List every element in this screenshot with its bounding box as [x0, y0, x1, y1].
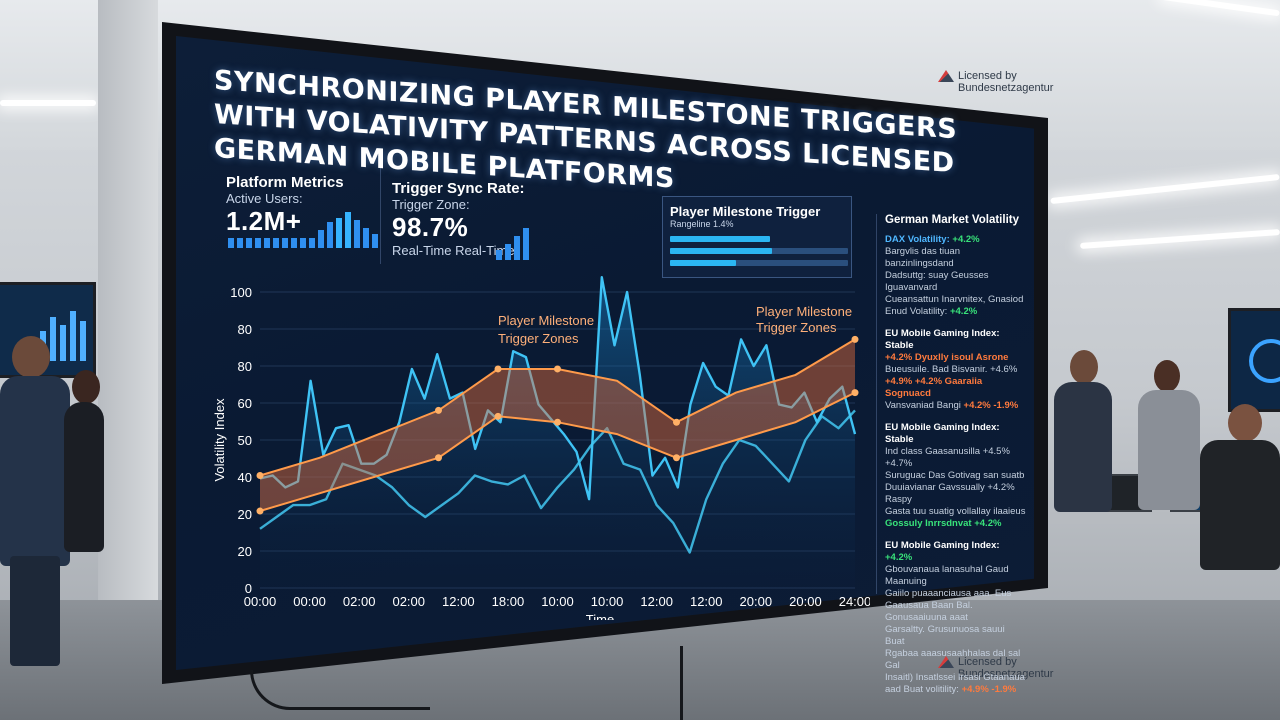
volatility-block: EU Mobile Gaming Index: Stable +4.2% Dyu… [885, 328, 1019, 411]
y-tick-label: 20 [238, 507, 252, 522]
x-tick-label: 00:00 [293, 594, 326, 609]
platform-metrics-title: Platform Metrics [226, 174, 344, 191]
y-tick-label: 80 [238, 322, 252, 337]
x-tick-label: 18:00 [492, 594, 525, 609]
x-tick-label: 02:00 [392, 594, 425, 609]
x-tick-label: 10:00 [591, 594, 624, 609]
volatility-block: DAX Volatility: +4.2% Bargvlis das tiuan… [885, 234, 1024, 317]
trigger-point [673, 454, 680, 462]
x-tick-label: 02:00 [343, 594, 376, 609]
milestone-bar-track [670, 260, 848, 266]
x-tick-label: 10:00 [541, 594, 574, 609]
cable [680, 646, 683, 720]
milestone-bar [670, 248, 772, 254]
trigger-sync-footer: Real-Time Real-Time: [392, 243, 519, 258]
license-badge-bottom: Licensed by Bundesnetzagentur [938, 656, 1053, 680]
x-tick-label: 20:00 [740, 594, 773, 609]
trigger-point [851, 335, 859, 343]
trigger-zone-band [260, 339, 855, 511]
trigger-point [256, 472, 264, 480]
milestone-trigger-sub: Rangeline 1.4% [670, 219, 734, 229]
active-users-value: 1.2M+ [226, 206, 302, 236]
platform-metrics-panel: Platform Metrics Active Users: 1.2M+ [226, 174, 344, 237]
active-users-label: Active Users: [226, 191, 303, 206]
milestone-trigger-title: Player Milestone Trigger [670, 204, 821, 219]
license-logo-icon [938, 70, 954, 82]
x-tick-label: 00:00 [244, 594, 277, 609]
panel-divider [380, 168, 381, 264]
series-area [260, 277, 855, 588]
trigger-sync-value: 98.7% [392, 212, 469, 242]
y-tick-label: 0 [245, 581, 252, 596]
series-line [259, 409, 856, 554]
trigger-point [256, 507, 264, 515]
trigger-point [435, 454, 442, 462]
x-tick-label: 12:00 [442, 594, 475, 609]
volatility-block: EU Mobile Gaming Index: +4.2% Gbouvanaua… [885, 540, 1025, 695]
trigger-sync-title: Trigger Sync Rate: [392, 180, 525, 197]
trigger-point [435, 406, 442, 414]
trigger-sync-mini-chart [496, 226, 529, 260]
ceiling-light [0, 100, 96, 106]
active-users-mini-chart [228, 212, 378, 248]
cable [250, 670, 430, 710]
milestone-bar [670, 260, 736, 266]
trigger-point [494, 365, 502, 373]
x-tick-label: 12:00 [640, 594, 673, 609]
ceiling-light [1050, 173, 1280, 205]
market-volatility-panel: German Market Volatility DAX Volatility:… [876, 214, 1026, 695]
trigger-point [673, 418, 680, 426]
person-right [1052, 350, 1112, 630]
background-monitor [1228, 308, 1280, 412]
trigger-point [554, 418, 561, 426]
y-tick-label: 50 [238, 433, 252, 448]
ceiling-light [1080, 229, 1280, 249]
person-left [0, 336, 80, 676]
x-tick-label: 24:00 [839, 594, 870, 609]
series-line [259, 276, 857, 501]
y-tick-label: 40 [238, 470, 252, 485]
trigger-zone-label: Trigger Zone: [392, 197, 470, 212]
trigger-zone-annotation: Player Milestone Trigger Zones [498, 313, 594, 346]
y-tick-label: 60 [238, 396, 252, 411]
market-volatility-title: German Market Volatility [885, 214, 1019, 226]
x-tick-label: 12:00 [690, 594, 723, 609]
x-tick-label: 20:00 [789, 594, 822, 609]
license-badge-top: Licensed by Bundesnetzagentur [938, 70, 1053, 94]
trigger-point [851, 389, 859, 397]
y-axis-label: Volatility Index [212, 398, 227, 482]
trigger-zone-annotation: Player Milestone Trigger Zones [756, 304, 852, 335]
trigger-point [554, 365, 561, 373]
volatility-chart: 0 20 20 40 50 60 80 80 100 00:00 00:00 02:00 02:00 12… [212, 276, 870, 620]
y-tick-label: 20 [238, 544, 252, 559]
person-left-2 [58, 370, 104, 660]
volatility-block: EU Mobile Gaming Index: Stable Ind class… [885, 422, 1026, 529]
milestone-trigger-text: Player Milestone Trigger Rangeline 1.4% [670, 204, 820, 229]
trigger-sync-panel: Trigger Sync Rate: Trigger Zone: 98.7% R… [392, 180, 525, 258]
trigger-point [494, 412, 502, 420]
x-axis-label: Time [586, 612, 614, 620]
person-right-2 [1132, 360, 1202, 620]
milestone-bar [670, 236, 770, 242]
y-tick-label: 100 [230, 285, 252, 300]
y-tick-label: 80 [238, 359, 252, 374]
person-right-3 [1190, 404, 1280, 664]
